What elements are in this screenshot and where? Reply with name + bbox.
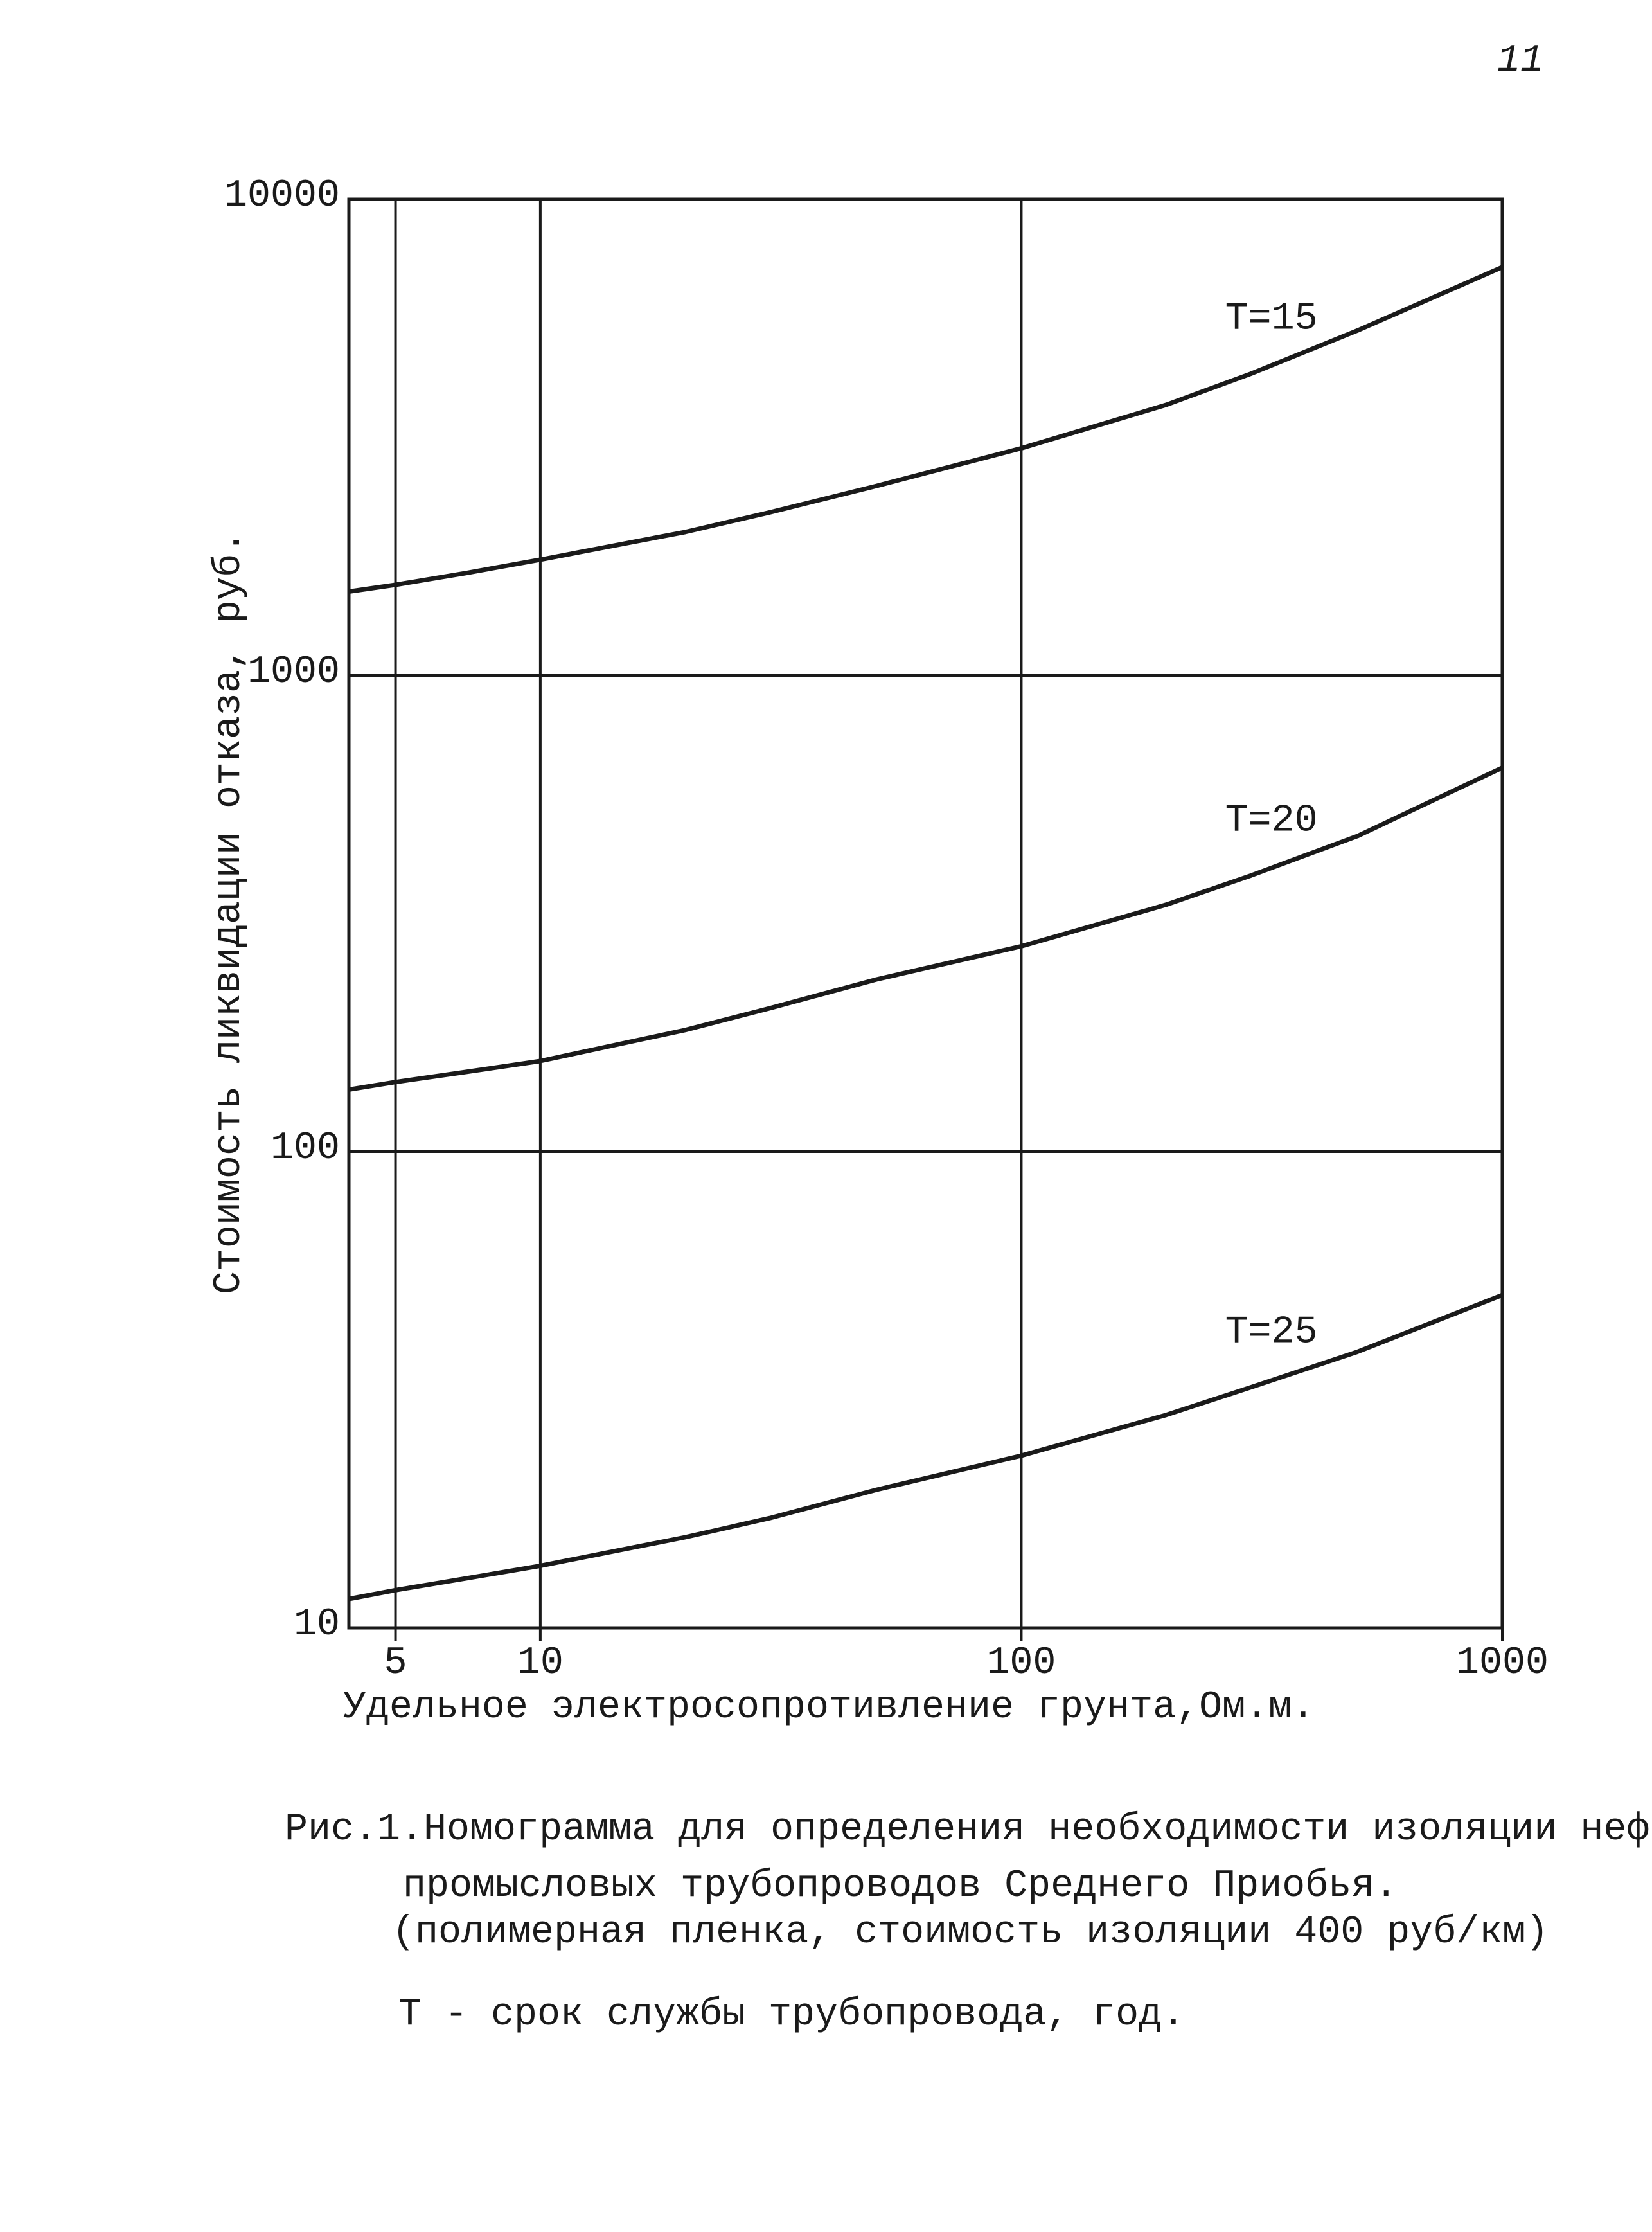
y-tick-label: 100 bbox=[271, 1127, 340, 1170]
y-tick-label: 1000 bbox=[247, 650, 340, 694]
y-axis-label: Стоимость ликвидации отказа, руб. bbox=[208, 531, 251, 1294]
curve-label: T=15 bbox=[1225, 298, 1318, 341]
y-tick-label: 10 bbox=[294, 1603, 340, 1647]
caption-line: промысловых трубопроводов Среднего Приоб… bbox=[403, 1864, 1398, 1908]
curve bbox=[348, 765, 1504, 1092]
caption-note: Т - срок службы трубопровода, год. bbox=[398, 1993, 1185, 2037]
curve-label: T=20 bbox=[1225, 799, 1318, 843]
x-tick-label: 100 bbox=[986, 1641, 1056, 1685]
page-number: 11 bbox=[1497, 39, 1543, 83]
x-tick-label: 5 bbox=[384, 1641, 407, 1685]
curve bbox=[348, 1292, 1504, 1602]
caption-line: (полимерная пленка, стоимость изоляции 4… bbox=[392, 1911, 1549, 1954]
curve-label: T=25 bbox=[1225, 1311, 1318, 1355]
y-tick-label: 10000 bbox=[224, 174, 340, 218]
x-axis-label: Удельное электросопротивление грунта,Ом.… bbox=[343, 1686, 1315, 1729]
x-tick-label: 1000 bbox=[1456, 1641, 1549, 1685]
plot-frame bbox=[347, 197, 1504, 1630]
x-tick-label: 10 bbox=[517, 1641, 564, 1685]
curve bbox=[348, 265, 1504, 594]
caption-line: Рис.1.Номограмма для определения необход… bbox=[285, 1808, 1652, 1852]
